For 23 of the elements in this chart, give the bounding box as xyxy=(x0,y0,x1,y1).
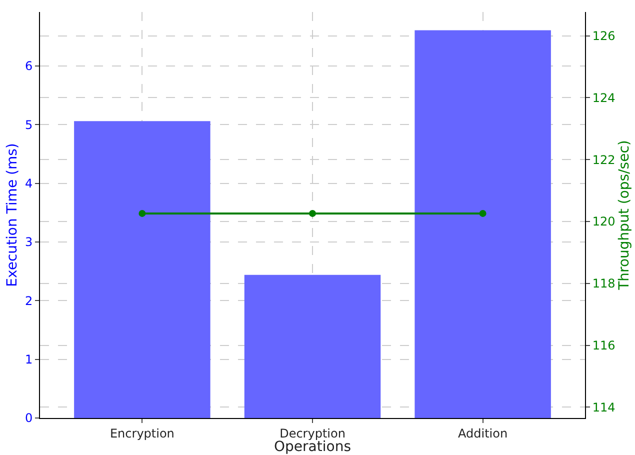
y2-tick-label: 126 xyxy=(592,29,616,44)
y-tick-label: 0 xyxy=(24,411,33,426)
y2-tick-label: 122 xyxy=(592,152,616,167)
x-tick-label: Decryption xyxy=(280,426,346,440)
y2-tick-label: 114 xyxy=(592,400,616,414)
bar xyxy=(74,121,210,418)
y-tick-label: 2 xyxy=(24,294,33,308)
y2-tick-label: 124 xyxy=(592,90,616,105)
y2-tick-label: 120 xyxy=(592,214,616,229)
bar xyxy=(414,30,551,418)
x-tick-label: Encryption xyxy=(110,426,174,440)
y2-tick-label: 116 xyxy=(592,338,616,352)
y-tick-label: 6 xyxy=(24,59,33,74)
y-tick-label: 1 xyxy=(24,352,33,367)
x-axis-title: Operations xyxy=(274,439,351,455)
y2-axis-title: Throughput (ops/sec) xyxy=(616,140,633,291)
bar xyxy=(244,274,381,418)
y-axis-title: Execution Time (ms) xyxy=(4,143,21,287)
x-tick-label: Addition xyxy=(458,426,508,440)
y-tick-label: 4 xyxy=(24,176,33,191)
y-tick-label: 3 xyxy=(24,235,33,250)
y-tick-label: 5 xyxy=(24,118,33,132)
y2-tick-label: 118 xyxy=(592,276,616,291)
